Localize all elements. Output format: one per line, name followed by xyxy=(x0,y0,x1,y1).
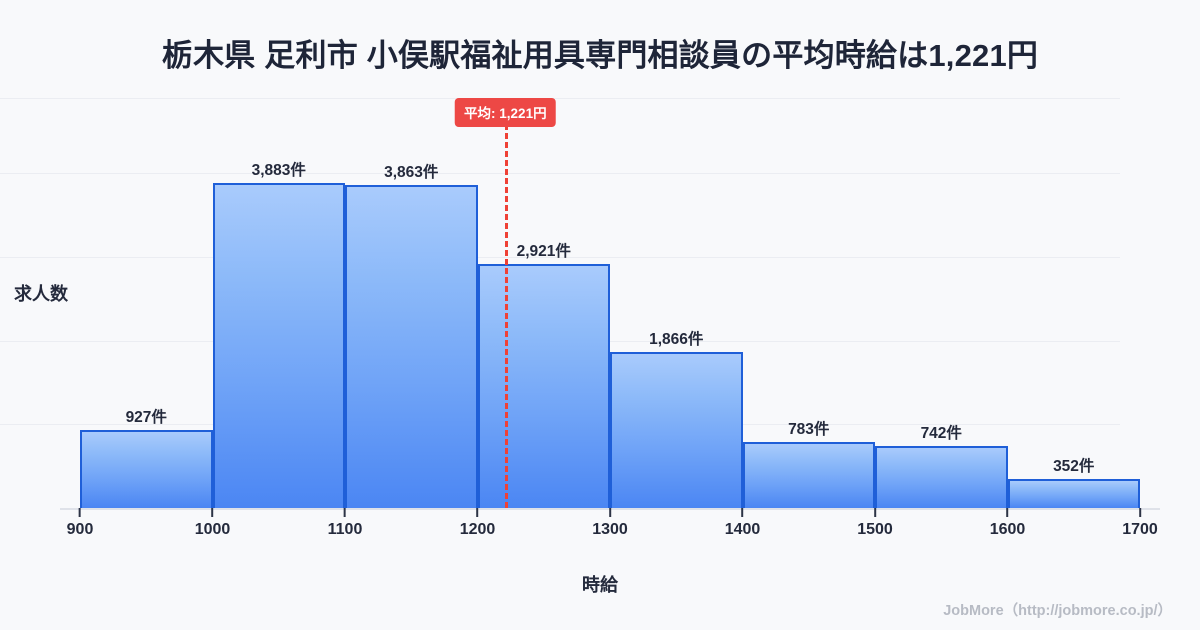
x-axis-title: 時給 xyxy=(582,575,618,595)
tick-mark xyxy=(1139,508,1141,517)
bars-group: 927件 3,883件 3,863件 2,921件 1,866件 783件 742件 352件 xyxy=(80,98,1140,508)
tick-label: 1700 xyxy=(1122,521,1158,538)
tick-mark xyxy=(476,508,479,517)
x-tick: 1000 xyxy=(194,508,231,539)
gridline xyxy=(0,98,1120,99)
histogram-bar[interactable]: 3,863件 xyxy=(345,164,478,508)
tick-mark xyxy=(344,508,346,517)
tick-label: 1100 xyxy=(327,521,363,538)
x-tick: 1600 xyxy=(989,508,1026,539)
bar-value-label: 3,883件 xyxy=(251,162,306,180)
tick-mark xyxy=(1006,508,1009,517)
histogram-bar[interactable]: 927件 xyxy=(80,409,213,508)
plot-area: 927件 3,883件 3,863件 2,921件 1,866件 783件 742件 352件… xyxy=(0,98,1140,508)
bar-value-label: 927件 xyxy=(125,409,167,427)
x-tick: 1200 xyxy=(459,508,496,539)
page-title: 栃木県 足利市 小俣駅福祉用具専門相談員の平均時給は1,221円 xyxy=(161,38,1039,73)
tick-label: 1300 xyxy=(592,521,628,538)
bar-value-label: 352件 xyxy=(1053,457,1095,475)
average-line xyxy=(505,124,509,508)
x-tick: 1100 xyxy=(327,508,363,539)
tick-label: 1200 xyxy=(459,521,496,538)
x-tick: 1400 xyxy=(724,508,761,539)
tick-label: 1600 xyxy=(989,521,1026,538)
tick-mark xyxy=(609,508,611,517)
watermark: JobMore（http://jobmore.co.jp/） xyxy=(943,603,1172,619)
y-axis-title: 求人数 xyxy=(14,284,68,304)
tick-mark xyxy=(211,508,214,517)
histogram-bar[interactable]: 3,883件 xyxy=(212,162,345,508)
tick-mark xyxy=(741,508,744,517)
gridline xyxy=(0,256,1120,258)
bar-value-label: 2,921件 xyxy=(516,242,571,260)
x-axis-ticks: 900 1000 1100 1200 1300 1400 1500 1600 1700 xyxy=(67,508,1158,542)
x-tick: 1500 xyxy=(857,508,893,539)
histogram-bar[interactable]: 2,921件 xyxy=(477,243,610,508)
bar-value-label: 783件 xyxy=(788,421,830,439)
histogram-bar[interactable]: 352件 xyxy=(1007,458,1140,508)
bar-value-label: 742件 xyxy=(920,424,962,442)
bar-value-label: 1,866件 xyxy=(649,330,704,348)
x-tick: 1700 xyxy=(1122,508,1158,539)
bar-value-label: 3,863件 xyxy=(384,163,439,181)
average-badge: 平均: 1,221円 xyxy=(455,98,556,127)
tick-mark xyxy=(874,508,876,517)
histogram-bar[interactable]: 742件 xyxy=(875,425,1008,508)
histogram-bar[interactable]: 1,866件 xyxy=(610,331,743,508)
x-tick: 900 xyxy=(66,508,94,539)
gridline xyxy=(0,173,1120,175)
tick-label: 900 xyxy=(66,521,94,538)
histogram-bar[interactable]: 783件 xyxy=(742,421,875,508)
tick-label: 1400 xyxy=(724,521,761,538)
x-tick: 1300 xyxy=(592,508,628,539)
tick-mark xyxy=(78,508,81,517)
tick-label: 1500 xyxy=(857,521,893,538)
tick-label: 1000 xyxy=(194,521,231,538)
